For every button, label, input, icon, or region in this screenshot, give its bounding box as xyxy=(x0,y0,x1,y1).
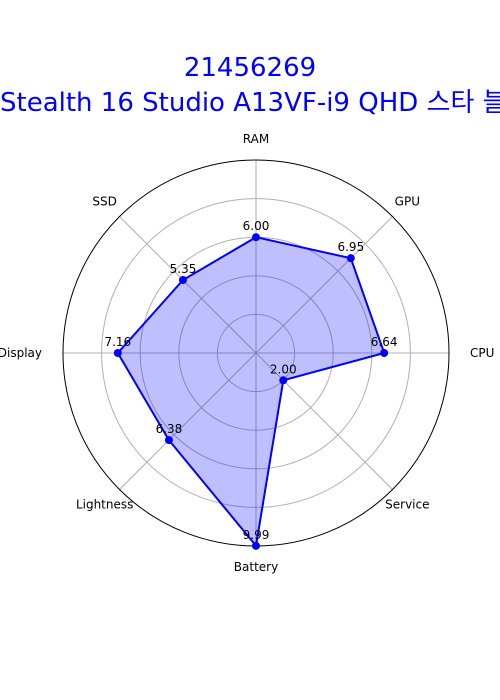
axis-label-ram: RAM xyxy=(243,132,269,146)
data-point-display xyxy=(113,349,122,357)
data-point-gpu xyxy=(346,254,355,263)
grid-spoke xyxy=(255,352,393,490)
data-point-ram xyxy=(252,233,260,242)
value-label-display: 7.16 xyxy=(104,335,131,349)
chart-title-line-2: Stealth 16 Studio A13VF-i9 QHD 스타 블루 WIN… xyxy=(0,88,500,118)
value-label-service: 2.00 xyxy=(270,362,297,376)
axis-label-cpu: CPU xyxy=(470,346,494,360)
grid-spoke xyxy=(255,216,393,354)
axis-label-display: Display xyxy=(0,346,42,360)
value-label-cpu: 6.64 xyxy=(371,335,398,349)
value-label-gpu: 6.95 xyxy=(337,240,364,254)
axis-label-lightness: Lightness xyxy=(76,497,133,511)
axis-label-ssd: SSD xyxy=(92,195,116,209)
value-label-ssd: 5.35 xyxy=(170,262,197,276)
grid-spoke xyxy=(119,216,257,354)
data-point-ssd xyxy=(178,275,187,284)
data-point-service xyxy=(279,376,288,385)
series-area xyxy=(117,237,385,546)
axis-label-gpu: GPU xyxy=(395,195,420,209)
data-point-lightness xyxy=(164,436,173,445)
data-point-battery xyxy=(252,541,260,550)
data-point-cpu xyxy=(380,349,389,357)
value-label-battery: 9.99 xyxy=(243,528,270,542)
chart-title-line-1: 21456269 xyxy=(183,53,317,83)
axis-label-service: Service xyxy=(385,497,429,511)
value-label-ram: 6.00 xyxy=(243,219,270,233)
grid-spoke xyxy=(119,352,257,490)
value-label-lightness: 6.38 xyxy=(156,422,183,436)
axis-label-battery: Battery xyxy=(234,560,278,574)
